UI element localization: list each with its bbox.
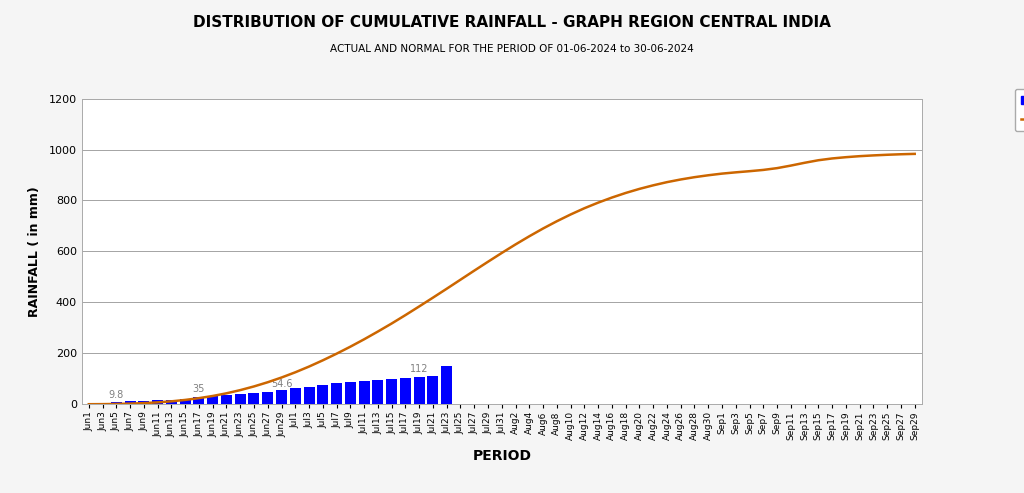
Bar: [153, 400, 163, 404]
Text: 9.8: 9.8: [109, 390, 124, 400]
Bar: [249, 393, 259, 404]
Text: DISTRIBUTION OF CUMULATIVE RAINFALL - GRAPH REGION CENTRAL INDIA: DISTRIBUTION OF CUMULATIVE RAINFALL - GR…: [194, 15, 830, 30]
Text: 112: 112: [410, 364, 428, 374]
Bar: [414, 377, 425, 404]
Bar: [179, 399, 190, 404]
Legend: Series1, Series2: Series1, Series2: [1015, 89, 1024, 131]
Bar: [125, 401, 135, 404]
Bar: [207, 396, 218, 404]
Bar: [262, 391, 273, 404]
Bar: [441, 366, 453, 404]
X-axis label: PERIOD: PERIOD: [472, 449, 531, 462]
Bar: [427, 376, 438, 404]
Bar: [166, 400, 177, 404]
Bar: [276, 390, 287, 404]
Bar: [317, 385, 329, 404]
Bar: [373, 380, 383, 404]
Bar: [138, 401, 150, 404]
Bar: [111, 402, 122, 404]
Bar: [290, 388, 301, 404]
Bar: [303, 387, 314, 404]
Bar: [386, 379, 397, 404]
Bar: [221, 395, 232, 404]
Bar: [234, 394, 246, 404]
Bar: [400, 378, 411, 404]
Text: ACTUAL AND NORMAL FOR THE PERIOD OF 01-06-2024 to 30-06-2024: ACTUAL AND NORMAL FOR THE PERIOD OF 01-0…: [330, 44, 694, 54]
Bar: [194, 397, 205, 404]
Text: 35: 35: [193, 384, 205, 394]
Text: 54.6: 54.6: [270, 379, 292, 389]
Bar: [345, 382, 356, 404]
Bar: [331, 384, 342, 404]
Bar: [358, 381, 370, 404]
Y-axis label: RAINFALL ( in mm): RAINFALL ( in mm): [28, 186, 41, 317]
